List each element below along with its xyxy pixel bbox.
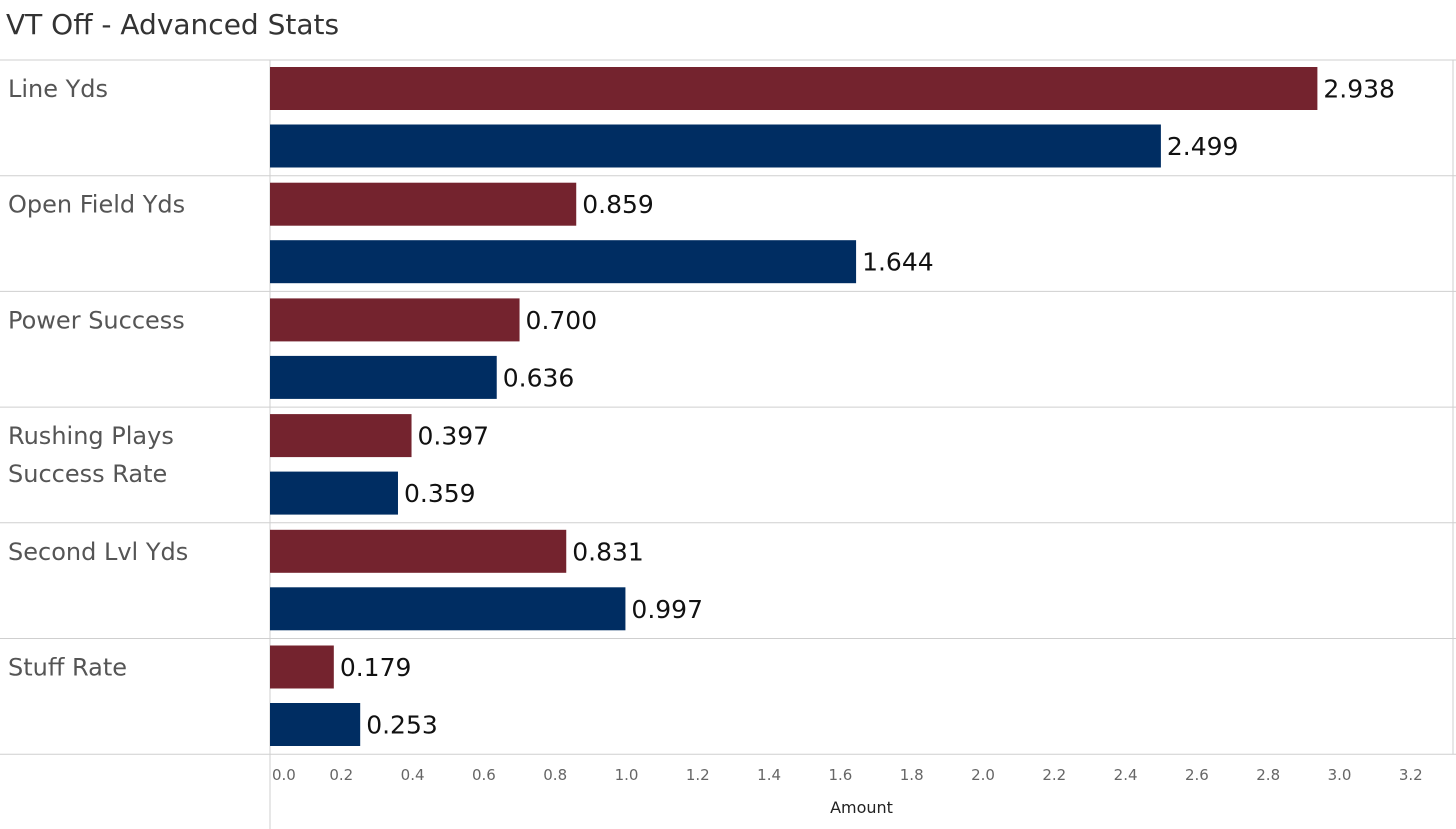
- x-tick-label: 0.2: [329, 766, 353, 784]
- x-tick-label: 0.0: [272, 766, 296, 784]
- x-tick-label: 2.6: [1185, 766, 1209, 784]
- value-label: 0.359: [404, 479, 476, 508]
- x-tick-label: 1.8: [900, 766, 924, 784]
- x-tick-label: 2.0: [971, 766, 995, 784]
- x-tick-label: 0.6: [472, 766, 496, 784]
- bar: [270, 240, 857, 284]
- bar: [270, 124, 1161, 168]
- bar: [270, 587, 626, 631]
- category-label: Open Field Yds: [8, 191, 185, 219]
- x-tick-label: 0.4: [401, 766, 425, 784]
- bar: [270, 298, 520, 342]
- value-label: 2.499: [1167, 132, 1239, 161]
- x-tick-label: 0.8: [543, 766, 567, 784]
- category-label: Line Yds: [8, 75, 108, 103]
- value-label: 2.938: [1323, 75, 1395, 104]
- category-label: Power Success: [8, 306, 185, 334]
- value-label: 0.997: [631, 595, 703, 624]
- value-label: 0.253: [366, 711, 438, 740]
- value-label: 1.644: [862, 248, 934, 277]
- bar: [270, 414, 412, 458]
- category-label: Stuff Rate: [8, 654, 127, 682]
- bar: [270, 471, 398, 515]
- bar: [270, 703, 361, 746]
- x-tick-label: 1.0: [615, 766, 639, 784]
- x-tick-label: 1.4: [757, 766, 781, 784]
- x-tick-label: 2.8: [1256, 766, 1280, 784]
- bar: [270, 529, 567, 573]
- x-tick-label: 3.2: [1399, 766, 1423, 784]
- bar: [270, 67, 1318, 110]
- x-tick-label: 2.4: [1114, 766, 1138, 784]
- bar: [270, 182, 577, 226]
- x-tick-label: 3.0: [1328, 766, 1352, 784]
- x-axis-title: Amount: [830, 798, 893, 817]
- x-tick-label: 1.6: [828, 766, 852, 784]
- value-label: 0.636: [503, 363, 575, 392]
- x-tick-label: 2.2: [1042, 766, 1066, 784]
- category-label: Second Lvl Yds: [8, 538, 188, 566]
- value-label: 0.831: [572, 537, 644, 566]
- category-label: Success Rate: [8, 460, 167, 488]
- chart-title: VT Off - Advanced Stats: [6, 8, 340, 41]
- value-label: 0.179: [340, 653, 412, 682]
- x-tick-label: 1.2: [686, 766, 710, 784]
- value-label: 0.397: [418, 422, 490, 451]
- value-label: 0.859: [582, 190, 654, 219]
- bar: [270, 355, 497, 399]
- category-label: Rushing Plays: [8, 422, 174, 450]
- bar: [270, 645, 334, 689]
- value-label: 0.700: [526, 306, 598, 335]
